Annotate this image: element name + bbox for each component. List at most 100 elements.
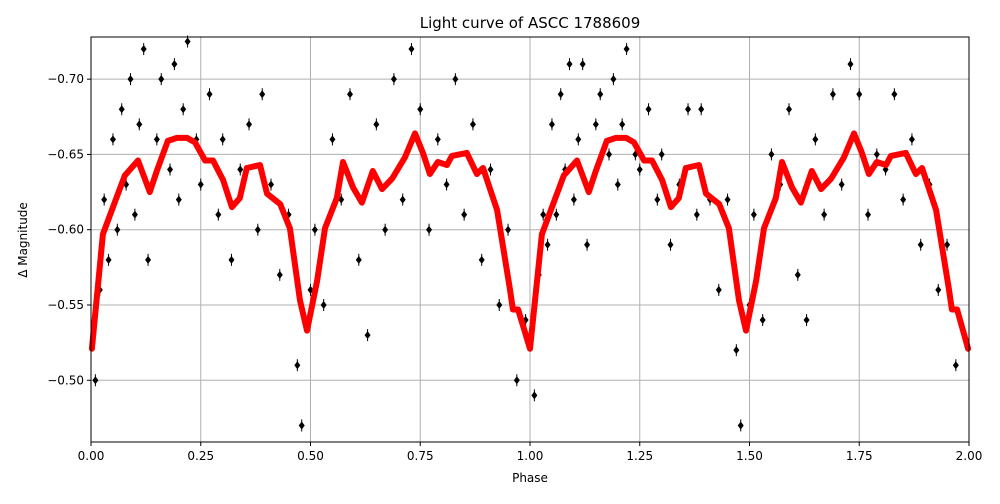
data-point [724,195,731,204]
data-point [575,135,582,144]
data-point [105,255,112,264]
data-point [259,90,266,99]
data-point [140,45,147,54]
data-point [803,316,810,325]
data-point [584,240,591,249]
data-point [426,225,433,234]
data-point [873,150,880,159]
data-point [399,195,406,204]
data-point [267,180,274,189]
data-point [417,105,424,114]
data-point [364,331,371,340]
data-point [228,255,235,264]
data-point [610,75,617,84]
data-point [206,90,213,99]
data-point [505,225,512,234]
data-point [114,225,121,234]
data-point [698,105,705,114]
data-point [373,120,380,129]
data-point [390,75,397,84]
y-tick-label: −0.65 [47,147,84,161]
data-point [667,240,674,249]
data-point [469,120,476,129]
data-point [131,210,138,219]
data-point [237,165,244,174]
data-point [570,195,577,204]
data-point [693,210,700,219]
y-tick-label: −0.60 [47,223,84,237]
data-point [865,210,872,219]
data-point [461,210,468,219]
data-point [685,105,692,114]
data-point [579,60,586,69]
data-point [320,300,327,309]
data-point [891,90,898,99]
data-point [908,135,915,144]
fit-line [88,130,972,352]
data-point [821,210,828,219]
x-tick-label: 0.00 [78,449,105,463]
data-point [597,90,604,99]
data-point [329,135,336,144]
data-point [917,240,924,249]
data-point [513,376,520,385]
x-tick-label: 1.25 [626,449,653,463]
y-tick-label: −0.55 [47,298,84,312]
data-point [311,225,318,234]
data-point [566,60,573,69]
x-tick-label: 0.25 [187,449,214,463]
data-point [786,105,793,114]
data-point [153,135,160,144]
x-tick-label: 0.50 [297,449,324,463]
data-point [382,225,389,234]
data-point [487,165,494,174]
data-point [619,120,626,129]
data-point [136,120,143,129]
data-point [737,421,744,430]
data-point [197,180,204,189]
data-point [531,391,538,400]
y-axis-label: Δ Magnitude [16,202,30,278]
data-point [175,195,182,204]
data-point [636,165,643,174]
data-point [838,180,845,189]
x-tick-label: 1.00 [517,449,544,463]
data-point [944,240,951,249]
data-point [794,270,801,279]
data-point [452,75,459,84]
data-point [614,180,621,189]
data-point [645,105,652,114]
data-point [759,316,766,325]
data-point [715,285,722,294]
data-point [127,75,134,84]
data-point [606,150,613,159]
data-point [847,60,854,69]
chart-title: Light curve of ASCC 1788609 [420,14,641,32]
data-point [219,135,226,144]
grid [90,37,970,442]
data-point [180,105,187,114]
data-point [750,210,757,219]
data-point [952,361,959,370]
data-point [184,37,191,46]
data-point [109,135,116,144]
data-point [276,270,283,279]
x-tick-label: 0.75 [407,449,434,463]
data-point [496,300,503,309]
data-point [544,240,551,249]
data-point [298,421,305,430]
data-point [856,90,863,99]
data-point [118,105,125,114]
data-point [658,150,665,159]
data-point [733,346,740,355]
data-point [347,90,354,99]
data-point [812,135,819,144]
data-point [829,90,836,99]
data-point [92,376,99,385]
data-point [935,285,942,294]
data-point [171,60,178,69]
data-point [623,45,630,54]
data-point [158,75,165,84]
y-tick-label: −0.50 [47,373,84,387]
